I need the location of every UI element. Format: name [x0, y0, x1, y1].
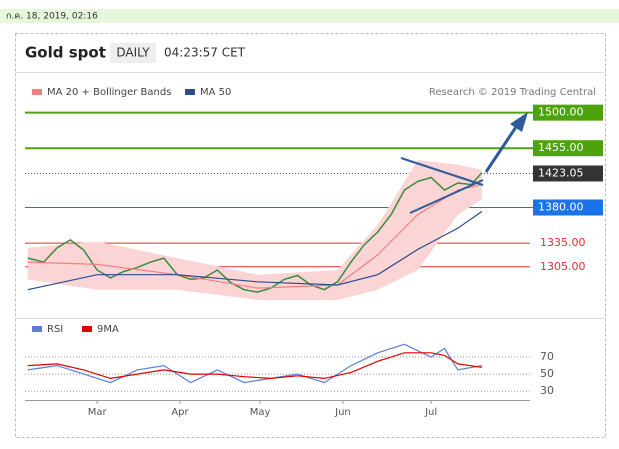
- x-tick-label: May: [250, 407, 271, 418]
- chart-title: Gold spot: [25, 44, 106, 62]
- y-tick-label: 30: [540, 384, 554, 397]
- timestamp: ก.ค. 18, 2019, 02:16: [6, 12, 98, 22]
- legend-label: MA 20 + Bollinger Bands: [47, 87, 171, 98]
- legend-swatch: [82, 326, 92, 332]
- y-tick-label: 70: [540, 350, 554, 363]
- level-label: 1380.00: [538, 201, 584, 214]
- marks: 1500.00 1455.00 1423.05 1380.00 1335.00 1305.…: [25, 87, 603, 418]
- arrow: [484, 123, 520, 173]
- source: Research © 2019 Trading Central: [429, 87, 596, 98]
- level-label: 1335.00: [540, 236, 586, 249]
- legend-label: MA 50: [200, 87, 231, 98]
- y-tick-label: 50: [540, 367, 554, 380]
- level-label: 1305.00: [540, 260, 586, 273]
- series-line: [27, 211, 483, 291]
- level-box: [533, 199, 603, 216]
- legend-label: RSI: [47, 324, 63, 335]
- period: DAILY: [116, 46, 150, 60]
- level-box: [533, 104, 603, 121]
- legend-label: 9MA: [97, 324, 119, 335]
- legend-swatch: [32, 326, 42, 332]
- legend-swatch: [185, 89, 195, 95]
- level-box: [533, 165, 603, 182]
- level-label: 1500.00: [538, 106, 584, 119]
- x-tick-label: Apr: [171, 407, 189, 418]
- level-box: [533, 140, 603, 157]
- panel-border: [15, 33, 606, 438]
- trendline: [400, 157, 484, 186]
- time: 04:23:57 CET: [164, 46, 246, 60]
- series-line: [27, 352, 482, 380]
- arrow-head: [510, 112, 528, 132]
- period-box: [110, 43, 156, 63]
- trendline: [409, 179, 484, 214]
- legend-swatch: [32, 89, 42, 95]
- level-label: 1455.00: [538, 141, 584, 154]
- x-tick-label: Jun: [334, 407, 351, 418]
- top-bar: [0, 9, 619, 23]
- annotations: [400, 112, 528, 214]
- x-tick-label: Mar: [88, 407, 108, 418]
- bollinger-band: [27, 160, 482, 300]
- level-label: 1423.05: [538, 166, 584, 179]
- x-tick-label: Jul: [424, 407, 437, 418]
